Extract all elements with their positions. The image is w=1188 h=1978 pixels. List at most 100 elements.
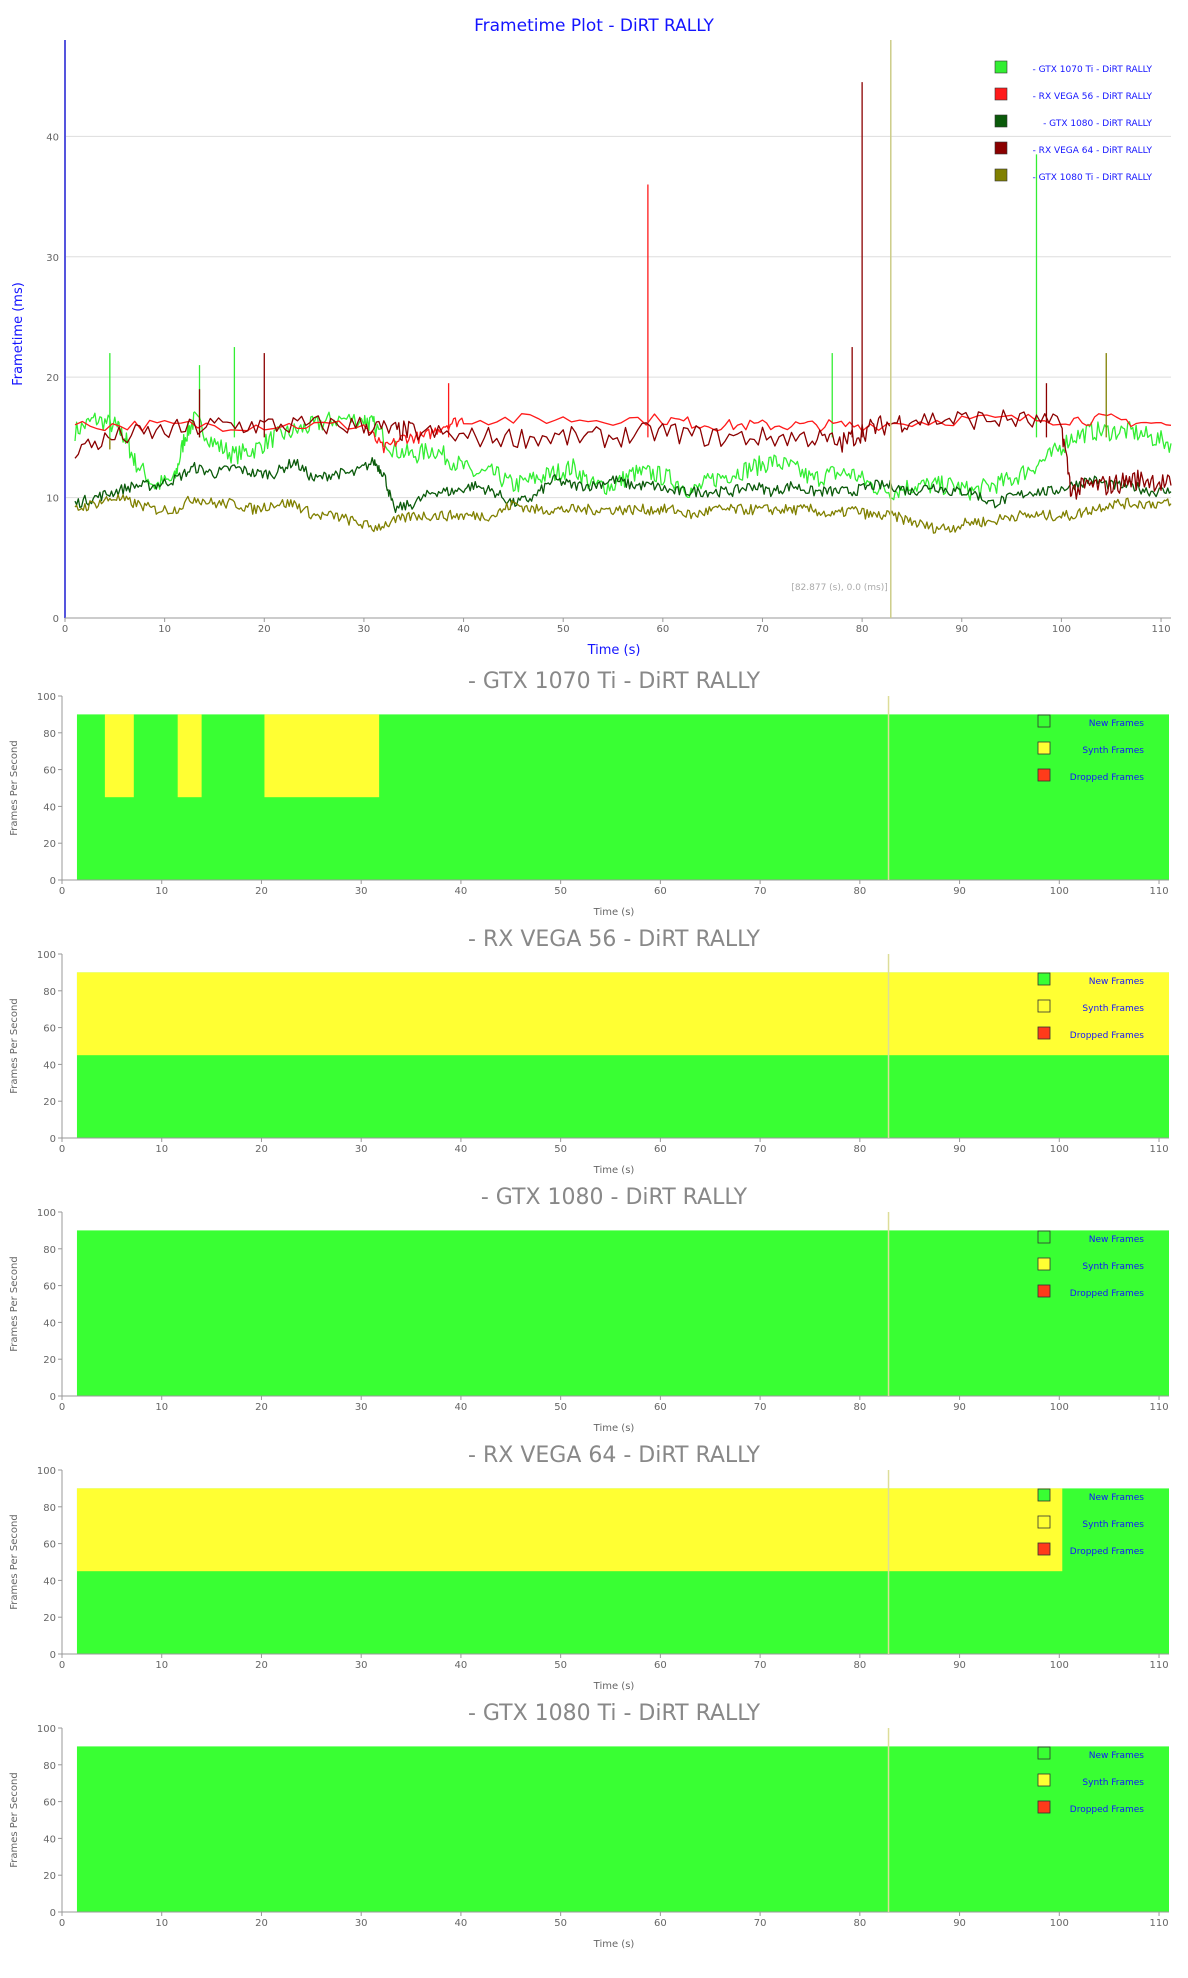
legend-swatch [1037, 972, 1051, 986]
x-tick-label: 30 [355, 1402, 368, 1413]
y-tick-label: 80 [43, 729, 56, 740]
y-tick-label: 60 [43, 1798, 56, 1809]
x-axis-label: Time (s) [593, 1681, 635, 1692]
x-tick-label: 90 [953, 1918, 966, 1929]
x-tick-label: 60 [656, 624, 669, 635]
x-tick-label: 110 [1149, 1144, 1168, 1155]
x-tick-label: 20 [255, 1918, 268, 1929]
legend-swatch [994, 168, 1008, 182]
synth-frames-area [264, 714, 380, 798]
legend-label: Dropped Frames [1070, 773, 1145, 783]
legend-swatch [1037, 999, 1051, 1013]
y-tick-label: 20 [43, 1097, 56, 1108]
y-tick-label: 80 [43, 1761, 56, 1772]
new-frames-area [76, 1230, 1169, 1396]
series-line [74, 493, 1172, 534]
x-tick-label: 0 [59, 1402, 65, 1413]
x-tick-label: 100 [1050, 1660, 1069, 1671]
x-axis-label: Time (s) [593, 1165, 635, 1176]
x-tick-label: 60 [654, 1144, 667, 1155]
x-tick-label: 50 [554, 1918, 567, 1929]
legend-label: Synth Frames [1082, 1778, 1144, 1788]
x-tick-label: 30 [355, 1918, 368, 1929]
legend-swatch [1037, 1800, 1051, 1814]
x-tick-label: 40 [455, 1660, 468, 1671]
x-tick-label: 20 [255, 886, 268, 897]
frametime-chart: Frametime Plot - DiRT RALLY 0 10 20 30 40 0 10 2… [11, 16, 1172, 658]
y-tick-label: 80 [43, 1503, 56, 1514]
y-tick-label: 80 [43, 987, 56, 998]
x-tick-label: 10 [158, 624, 171, 635]
y-tick-label: 0 [50, 1392, 56, 1403]
x-tick-label: 60 [654, 886, 667, 897]
y-tick-label: 60 [43, 766, 56, 777]
x-tick-label: 110 [1149, 1918, 1168, 1929]
x-tick-label: 80 [853, 1918, 866, 1929]
y-tick-label: 40 [43, 1060, 56, 1071]
x-tick-label: 80 [853, 1144, 866, 1155]
panel-title: - RX VEGA 64 - DiRT RALLY [468, 1443, 760, 1468]
x-tick-label: 0 [62, 624, 68, 635]
fps-chart: - GTX 1080 - DiRT RALLY 0 20 40 60 80 100 0 10 20… [9, 1185, 1169, 1434]
series-line [74, 413, 1172, 454]
x-tick-label: 10 [155, 886, 168, 897]
legend-label: Dropped Frames [1070, 1289, 1145, 1299]
x-tick-label: 70 [754, 1660, 767, 1671]
x-tick-label: 20 [255, 1660, 268, 1671]
y-tick-label: 20 [43, 1355, 56, 1366]
y-axis-label: Frames Per Second [9, 1256, 20, 1351]
y-tick-label: 30 [46, 253, 59, 264]
new-frames-area [76, 1746, 1169, 1912]
x-tick-label: 30 [355, 1144, 368, 1155]
legend-label: Synth Frames [1082, 1004, 1144, 1014]
y-tick-label: 40 [43, 1834, 56, 1845]
legend-label: Dropped Frames [1070, 1031, 1145, 1041]
fps-chart: - GTX 1070 Ti - DiRT RALLY 0 20 40 60 80 100 0 1… [9, 669, 1169, 918]
legend-label: - GTX 1080 - DiRT RALLY [1043, 119, 1152, 129]
legend-swatch [1037, 1746, 1051, 1760]
x-tick-label: 50 [557, 624, 570, 635]
x-tick-label: 80 [853, 1660, 866, 1671]
legend-label: Synth Frames [1082, 746, 1144, 756]
y-tick-label: 100 [37, 692, 56, 703]
panel-title: - RX VEGA 56 - DiRT RALLY [468, 927, 760, 952]
legend-swatch [1037, 1773, 1051, 1787]
y-tick-label: 0 [50, 876, 56, 887]
x-tick-label: 110 [1149, 886, 1168, 897]
legend-swatch [1037, 1257, 1051, 1271]
cursor-readout: [82.877 (s), 0.0 (ms)] [791, 583, 887, 593]
x-axis-label: Time (s) [593, 1423, 635, 1434]
legend-label: New Frames [1089, 719, 1145, 729]
legend-swatch [1037, 1026, 1051, 1040]
legend-swatch [1037, 1542, 1051, 1556]
series-line [74, 409, 1172, 500]
legend-label: - GTX 1080 Ti - DiRT RALLY [1032, 173, 1152, 183]
chart-title: Frametime Plot - DiRT RALLY [474, 16, 714, 36]
x-tick-label: 110 [1149, 1402, 1168, 1413]
y-axis-label: Frames Per Second [9, 998, 20, 1093]
x-tick-label: 30 [358, 624, 371, 635]
legend-label: New Frames [1089, 1751, 1145, 1761]
x-tick-label: 40 [455, 1402, 468, 1413]
x-tick-label: 80 [856, 624, 869, 635]
legend-label: - RX VEGA 64 - DiRT RALLY [1033, 146, 1153, 156]
y-axis-label: Frames Per Second [9, 1514, 20, 1609]
legend-swatch [1037, 1230, 1051, 1244]
x-tick-label: 60 [654, 1660, 667, 1671]
x-tick-label: 0 [59, 1918, 65, 1929]
y-tick-label: 20 [43, 1871, 56, 1882]
fps-chart: - RX VEGA 56 - DiRT RALLY 0 20 40 60 80 100 0 10… [9, 927, 1169, 1176]
y-tick-label: 20 [46, 373, 59, 384]
fps-chart: - GTX 1080 Ti - DiRT RALLY 0 20 40 60 80 100 0 1… [9, 1701, 1169, 1950]
legend-label: New Frames [1089, 1493, 1145, 1503]
y-tick-label: 10 [46, 494, 59, 505]
y-tick-label: 40 [46, 132, 59, 143]
x-tick-label: 50 [554, 1144, 567, 1155]
y-axis-label: Frames Per Second [9, 740, 20, 835]
fps-chart: - RX VEGA 64 - DiRT RALLY 0 20 40 60 80 100 0 10… [9, 1443, 1169, 1692]
x-tick-label: 10 [155, 1660, 168, 1671]
x-tick-label: 0 [59, 1660, 65, 1671]
x-tick-label: 50 [554, 1402, 567, 1413]
x-tick-label: 20 [255, 1402, 268, 1413]
